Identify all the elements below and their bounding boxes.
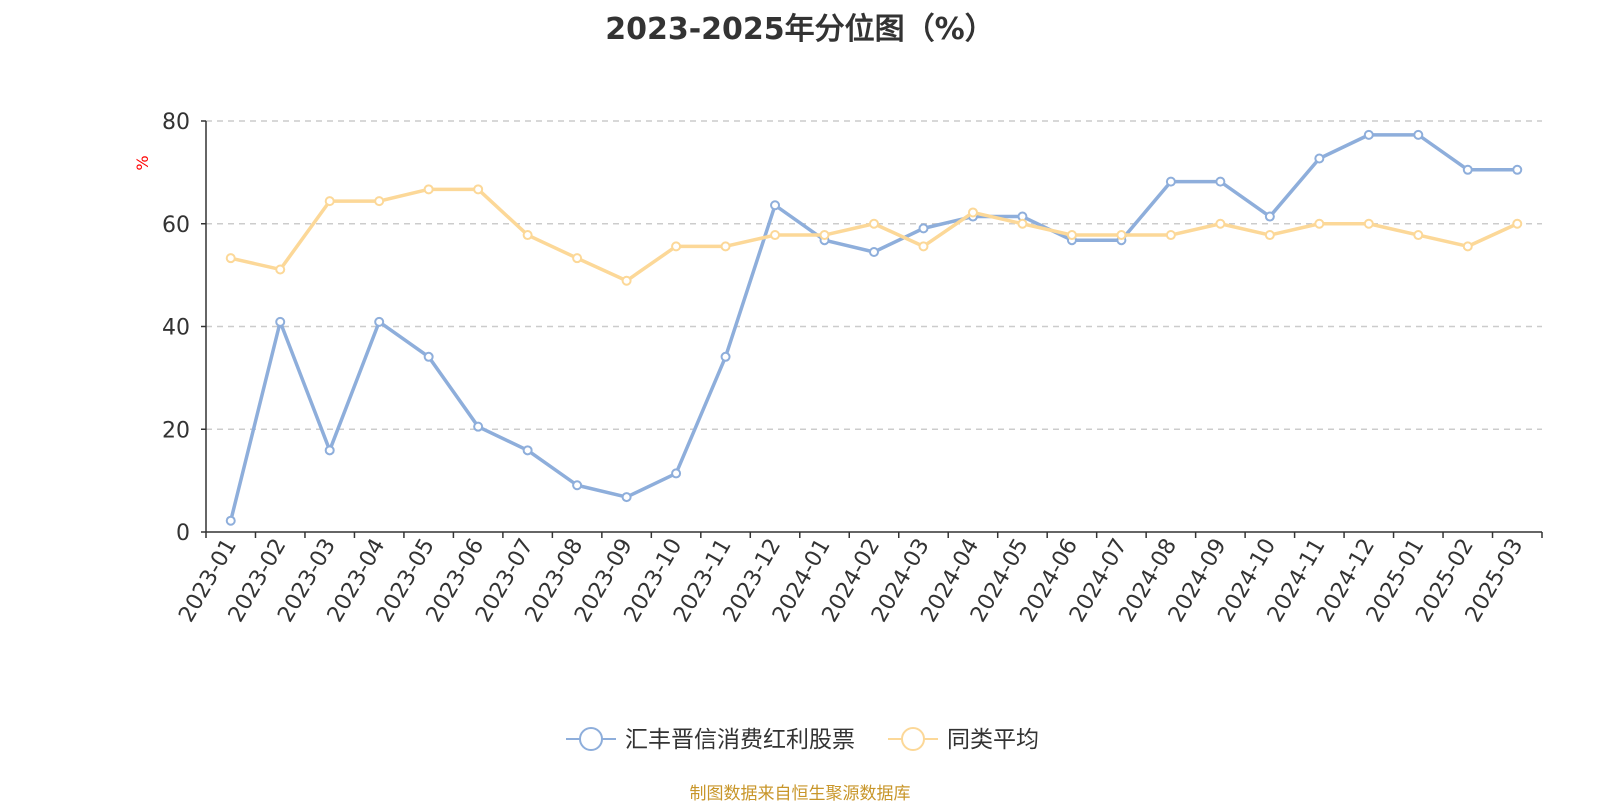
legend-item-1[interactable]: 同类平均 bbox=[888, 727, 1039, 753]
data-point[interactable] bbox=[324, 196, 335, 207]
y-axis-unit-label: % bbox=[133, 155, 152, 170]
data-point[interactable] bbox=[1462, 164, 1473, 175]
legend: 汇丰晋信消费红利股票 同类平均 bbox=[566, 727, 1039, 753]
grid-layer bbox=[206, 120, 1542, 430]
data-point[interactable] bbox=[720, 351, 731, 362]
data-point[interactable] bbox=[522, 445, 533, 456]
data-point[interactable] bbox=[1264, 211, 1275, 222]
legend-marker bbox=[579, 727, 603, 751]
data-point[interactable] bbox=[1165, 230, 1176, 241]
data-point[interactable] bbox=[1413, 129, 1424, 140]
data-point[interactable] bbox=[1512, 164, 1523, 175]
series-line bbox=[229, 133, 1518, 522]
data-point[interactable] bbox=[621, 492, 632, 503]
legend-label: 同类平均 bbox=[947, 727, 1039, 753]
data-point[interactable] bbox=[572, 480, 583, 491]
data-point[interactable] bbox=[967, 207, 978, 218]
data-point[interactable] bbox=[1363, 129, 1374, 140]
data-point[interactable] bbox=[225, 253, 236, 264]
y-tick-label: 80 bbox=[162, 110, 190, 135]
y-tick-label: 20 bbox=[162, 418, 190, 443]
data-point[interactable] bbox=[918, 223, 929, 234]
data-point[interactable] bbox=[1363, 218, 1374, 229]
data-point[interactable] bbox=[324, 445, 335, 456]
y-tick-label: 40 bbox=[162, 316, 190, 341]
data-point[interactable] bbox=[918, 241, 929, 252]
data-point[interactable] bbox=[374, 316, 385, 327]
chart-title: 2023-2025年分位图（%） bbox=[605, 12, 995, 47]
data-point[interactable] bbox=[720, 241, 731, 252]
legend-label: 汇丰晋信消费红利股票 bbox=[625, 727, 855, 753]
data-point[interactable] bbox=[671, 468, 682, 479]
y-tick-label: 0 bbox=[176, 521, 190, 546]
data-point[interactable] bbox=[1512, 218, 1523, 229]
data-point[interactable] bbox=[1017, 218, 1028, 229]
data-point[interactable] bbox=[1314, 218, 1325, 229]
legend-item-0[interactable]: 汇丰晋信消费红利股票 bbox=[566, 727, 855, 753]
data-point[interactable] bbox=[1314, 153, 1325, 164]
data-point[interactable] bbox=[473, 184, 484, 195]
data-point[interactable] bbox=[275, 264, 286, 275]
axis-layer: 0204060802023-012023-022023-032023-04202… bbox=[162, 110, 1543, 627]
series-layer bbox=[225, 129, 1523, 526]
data-point[interactable] bbox=[1264, 230, 1275, 241]
data-point[interactable] bbox=[819, 230, 830, 241]
data-point[interactable] bbox=[869, 247, 879, 258]
data-point[interactable] bbox=[1165, 176, 1176, 187]
series-line bbox=[230, 187, 1518, 283]
series-1 bbox=[225, 184, 1523, 286]
data-point[interactable] bbox=[1462, 241, 1473, 252]
data-point[interactable] bbox=[473, 421, 484, 432]
source-note: 制图数据来自恒生聚源数据库 bbox=[689, 784, 911, 804]
data-point[interactable] bbox=[1413, 230, 1424, 241]
data-point[interactable] bbox=[423, 184, 434, 195]
data-point[interactable] bbox=[1215, 218, 1226, 229]
data-point[interactable] bbox=[1116, 230, 1127, 241]
data-point[interactable] bbox=[572, 253, 583, 264]
data-point[interactable] bbox=[671, 241, 682, 252]
data-point[interactable] bbox=[770, 230, 781, 241]
data-point[interactable] bbox=[869, 218, 879, 229]
data-point[interactable] bbox=[423, 351, 434, 362]
data-point[interactable] bbox=[770, 200, 781, 211]
data-point[interactable] bbox=[522, 230, 533, 241]
data-point[interactable] bbox=[1066, 230, 1077, 241]
y-tick-label: 60 bbox=[162, 213, 190, 238]
data-point[interactable] bbox=[225, 515, 236, 526]
data-point[interactable] bbox=[374, 196, 385, 207]
data-point[interactable] bbox=[275, 316, 286, 327]
data-point[interactable] bbox=[621, 275, 632, 286]
data-point[interactable] bbox=[1215, 176, 1226, 187]
legend-marker bbox=[901, 727, 925, 751]
